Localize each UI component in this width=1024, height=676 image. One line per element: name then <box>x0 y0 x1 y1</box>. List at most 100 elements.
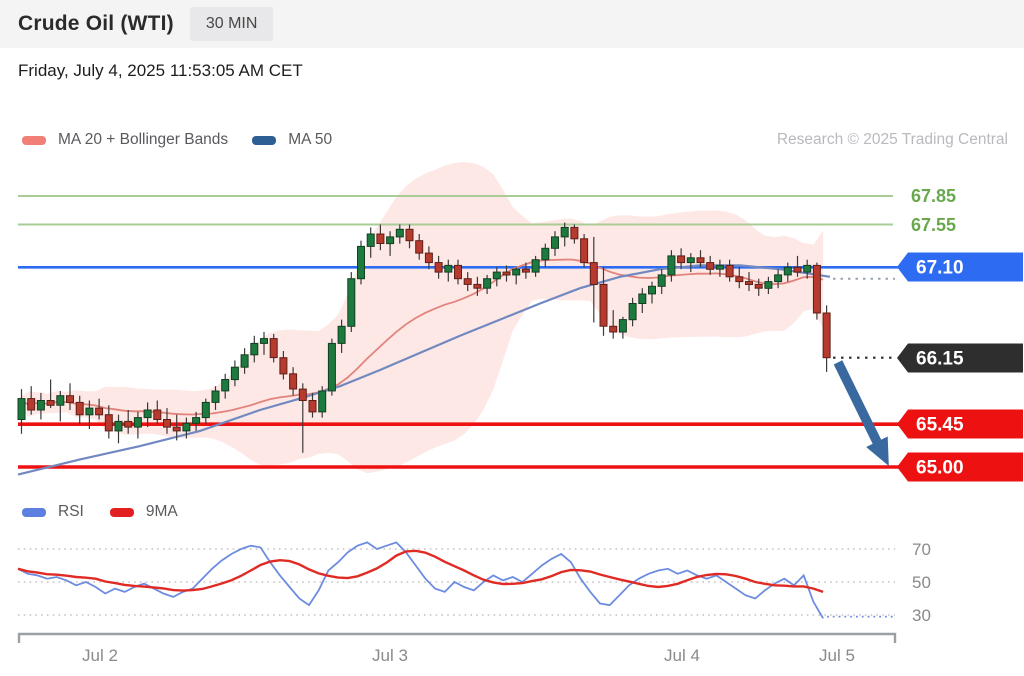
candle-up <box>143 409 152 419</box>
legend-item-ma50: MA 50 <box>252 131 332 149</box>
candle-down <box>289 373 298 390</box>
rsi-tick-label: 30 <box>912 606 931 625</box>
candle-down <box>434 262 443 273</box>
page-title: Crude Oil (WTI) <box>18 12 174 35</box>
x-axis: Jul 2 Jul 3 Jul 4 Jul 5 <box>17 632 897 665</box>
candle-up <box>638 293 647 304</box>
legend-item-rsi: RSI <box>22 503 84 521</box>
x-axis-label: Jul 4 <box>664 646 700 665</box>
candle-up <box>221 379 230 392</box>
candle-down <box>599 283 608 327</box>
candle-down <box>706 262 715 270</box>
rsi-line <box>17 541 824 619</box>
candle-down <box>124 420 133 428</box>
candle-down <box>415 240 424 254</box>
price-tag <box>897 409 1023 439</box>
research-copyright: Research © 2025 Trading Central <box>776 131 1008 148</box>
candle-up <box>347 278 356 327</box>
candle-up <box>327 342 336 392</box>
price-tag <box>897 452 1023 482</box>
candle-up <box>85 407 94 416</box>
candle-down <box>308 400 317 413</box>
price-level-tags: 67.85 67.55 67.10 66.15 65.45 65.00 <box>897 186 1023 482</box>
candle-up <box>250 342 259 356</box>
candle-up <box>133 417 142 428</box>
rsi-9ma-line <box>17 549 824 594</box>
candle-up <box>337 325 346 344</box>
header-bar: Crude Oil (WTI) 30 MIN <box>0 0 1024 48</box>
chart-datetime: Friday, July 4, 2025 11:53:05 AM CET <box>18 61 303 80</box>
candle-down <box>521 268 530 273</box>
price-tag-label: 67.10 <box>916 258 964 279</box>
ma50-swatch-icon <box>252 135 277 145</box>
price-tag-label: 65.00 <box>916 458 964 479</box>
candle-up <box>366 233 375 247</box>
candle-up <box>541 247 550 261</box>
candle-up <box>211 390 220 403</box>
candle-up <box>618 319 627 333</box>
candle-up <box>444 264 453 273</box>
candle-down <box>793 266 802 273</box>
candle-down <box>822 312 831 359</box>
rsi-legend: RSI 9MA <box>22 503 202 521</box>
candle-down <box>269 338 278 359</box>
candle-up <box>17 398 26 421</box>
candle-down <box>745 281 753 286</box>
ma20-bollinger-swatch-icon <box>22 135 46 145</box>
candlesticks <box>17 222 831 453</box>
legend-item-9ma: 9MA <box>109 503 178 521</box>
resistance-label: 67.55 <box>911 215 956 235</box>
candle-down <box>27 398 36 411</box>
candle-up <box>648 285 656 295</box>
x-axis-label: Jul 3 <box>372 646 408 665</box>
candle-up <box>531 259 540 273</box>
candle-up <box>230 366 239 381</box>
candle-up <box>551 236 559 249</box>
candle-up <box>182 422 191 432</box>
candle-down <box>463 278 472 285</box>
candle-down <box>580 238 589 264</box>
candle-down <box>95 407 104 416</box>
candle-down <box>589 262 598 286</box>
candle-up <box>318 390 327 413</box>
candle-down <box>298 388 307 402</box>
candle-up <box>36 400 45 411</box>
candle-up <box>114 420 123 432</box>
candle-up <box>260 338 268 344</box>
candle-up <box>667 255 676 276</box>
x-axis-label: Jul 5 <box>819 646 855 665</box>
rsi-swatch-icon <box>22 507 46 517</box>
candle-up <box>492 271 501 280</box>
rsi-panel: 70 50 30 <box>17 540 931 625</box>
price-tag <box>897 343 1023 373</box>
price-tag-label: 65.45 <box>916 415 964 436</box>
x-axis-label: Jul 2 <box>82 646 118 665</box>
candle-down <box>104 414 113 432</box>
candle-up <box>192 417 201 424</box>
candle-up <box>395 228 404 238</box>
rsi-tick-label: 70 <box>912 540 931 559</box>
projection-arrow <box>833 360 889 466</box>
candle-down <box>454 264 462 280</box>
candle-down <box>172 426 181 432</box>
candle-down <box>735 276 744 283</box>
price-tag <box>897 252 1023 282</box>
rsi-tick-label: 50 <box>912 573 931 592</box>
resistance-label: 67.85 <box>911 186 956 206</box>
candle-down <box>153 409 162 420</box>
candle-up <box>512 268 521 276</box>
candle-up <box>560 226 569 238</box>
candle-up <box>657 274 666 287</box>
candle-up <box>715 264 724 270</box>
candle-down <box>570 226 579 240</box>
candle-down <box>66 395 74 403</box>
candle-down <box>754 283 763 289</box>
candle-up <box>783 266 792 276</box>
ma9-swatch-icon <box>109 507 134 517</box>
main-legend: MA 20 + Bollinger Bands MA 50 Research ©… <box>22 131 1008 149</box>
candle-down <box>677 255 686 264</box>
candle-down <box>812 264 821 314</box>
candle-up <box>386 236 395 245</box>
candle-down <box>609 325 618 333</box>
